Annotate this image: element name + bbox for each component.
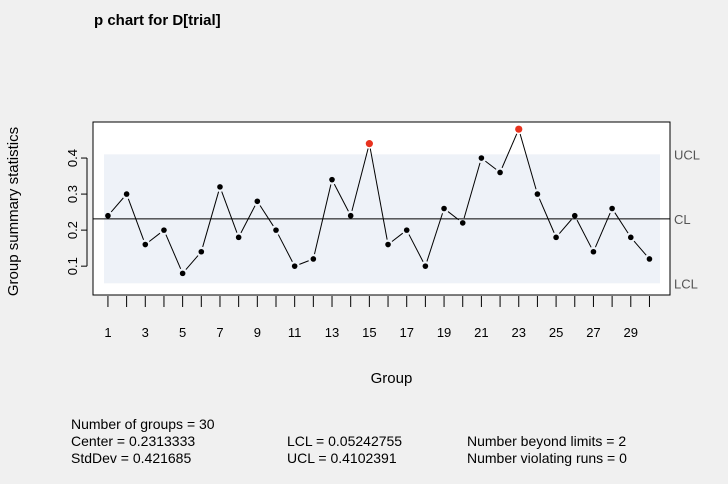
stats-col-1: Number of groups = 30 Center = 0.2313333… [71, 416, 215, 467]
stats-col-3: Number beyond limits = 2 Number violatin… [467, 433, 627, 467]
series-segment [202, 191, 220, 248]
series-segment [391, 232, 404, 242]
stats-col-2: LCL = 0.05242755 UCL = 0.4102391 [287, 433, 402, 467]
chart-title: p chart for D[trial] [94, 12, 221, 29]
y-tick-label: 0.2 [65, 221, 80, 239]
series-segment [369, 148, 388, 240]
y-tick-label: 0.4 [65, 149, 80, 167]
data-point [310, 256, 317, 262]
series-segment [447, 211, 460, 221]
series-segment [633, 240, 647, 256]
x-tick-label: 27 [586, 325, 600, 340]
data-point [198, 248, 205, 255]
x-tick-label: 11 [288, 325, 302, 340]
data-point [179, 270, 186, 277]
cl-label: CL [674, 212, 691, 227]
data-point [254, 198, 261, 205]
data-point [497, 169, 503, 176]
series-segment [110, 197, 124, 213]
stat-ucl: UCL = 0.4102391 [287, 450, 397, 466]
series-segment [519, 133, 537, 190]
data-point [627, 234, 634, 241]
stat-lcl: LCL = 0.05242755 [287, 433, 403, 449]
series-segment [299, 260, 309, 265]
data-point [459, 220, 466, 226]
data-point [571, 212, 578, 219]
x-tick-label: 13 [325, 325, 339, 340]
data-point [161, 227, 167, 233]
data-point [422, 263, 429, 269]
series-segment [185, 255, 199, 270]
series-segment [501, 133, 518, 169]
ucl-label: UCL [674, 147, 700, 162]
data-point [403, 227, 410, 233]
data-point [235, 234, 242, 241]
x-tick-label: 21 [474, 325, 488, 340]
x-tick-label: 29 [624, 325, 638, 340]
series-segment [127, 198, 145, 241]
data-point [105, 212, 111, 219]
series-segment [351, 148, 369, 211]
data-point [142, 241, 149, 248]
series-segment [148, 232, 161, 242]
x-tick-label: 3 [142, 325, 149, 340]
x-tick-label: 15 [362, 325, 376, 340]
y-axis-label: Group summary statistics [5, 127, 22, 296]
stat-violating-runs: Number violating runs = 0 [467, 450, 627, 466]
series-segment [594, 212, 611, 248]
y-tick-label: 0.1 [65, 257, 80, 275]
series-segment [408, 234, 424, 262]
series-segment [314, 184, 332, 255]
stat-stddev: StdDev = 0.421685 [71, 450, 192, 466]
data-point [347, 212, 354, 219]
data-point [478, 155, 485, 161]
data-point [646, 256, 653, 262]
data-point [217, 184, 223, 190]
x-tick-label: 17 [399, 325, 413, 340]
data-point [385, 241, 391, 248]
data-point [441, 205, 447, 212]
x-tick-label: 25 [549, 325, 563, 340]
x-tick-label: 9 [254, 325, 261, 340]
series-segment [221, 191, 238, 233]
data-point [273, 227, 279, 233]
series-segment [277, 234, 293, 262]
lcl-label: LCL [674, 276, 698, 291]
x-tick-label: 7 [216, 325, 223, 340]
data-point [553, 234, 559, 241]
x-tick-label: 23 [512, 325, 526, 340]
data-point-violation [515, 125, 523, 133]
series-segment [259, 205, 274, 227]
data-point [609, 205, 615, 212]
data-point [329, 176, 335, 183]
stat-number-of-groups: Number of groups = 30 [71, 416, 215, 432]
series-segment [426, 213, 443, 262]
x-axis-label: Group [371, 370, 413, 387]
x-tick-label: 1 [104, 325, 111, 340]
data-point [123, 191, 130, 197]
series-segment [614, 212, 629, 234]
data-point [590, 248, 597, 255]
data-point-violation [365, 140, 373, 148]
data-point [534, 191, 541, 197]
series-segment [165, 234, 182, 269]
x-tick-label: 19 [437, 325, 451, 340]
series-segment [463, 162, 481, 219]
series-segment [558, 219, 572, 234]
series-segment [485, 160, 497, 170]
data-point [291, 263, 298, 269]
series-segment [576, 219, 592, 248]
series-segment [538, 198, 555, 233]
stat-beyond-limits: Number beyond limits = 2 [467, 433, 627, 449]
x-tick-label: 5 [179, 325, 186, 340]
series-segment [240, 205, 256, 234]
stat-center: Center = 0.2313333 [71, 433, 196, 449]
series-segment [333, 183, 349, 212]
y-tick-label: 0.3 [65, 185, 80, 203]
